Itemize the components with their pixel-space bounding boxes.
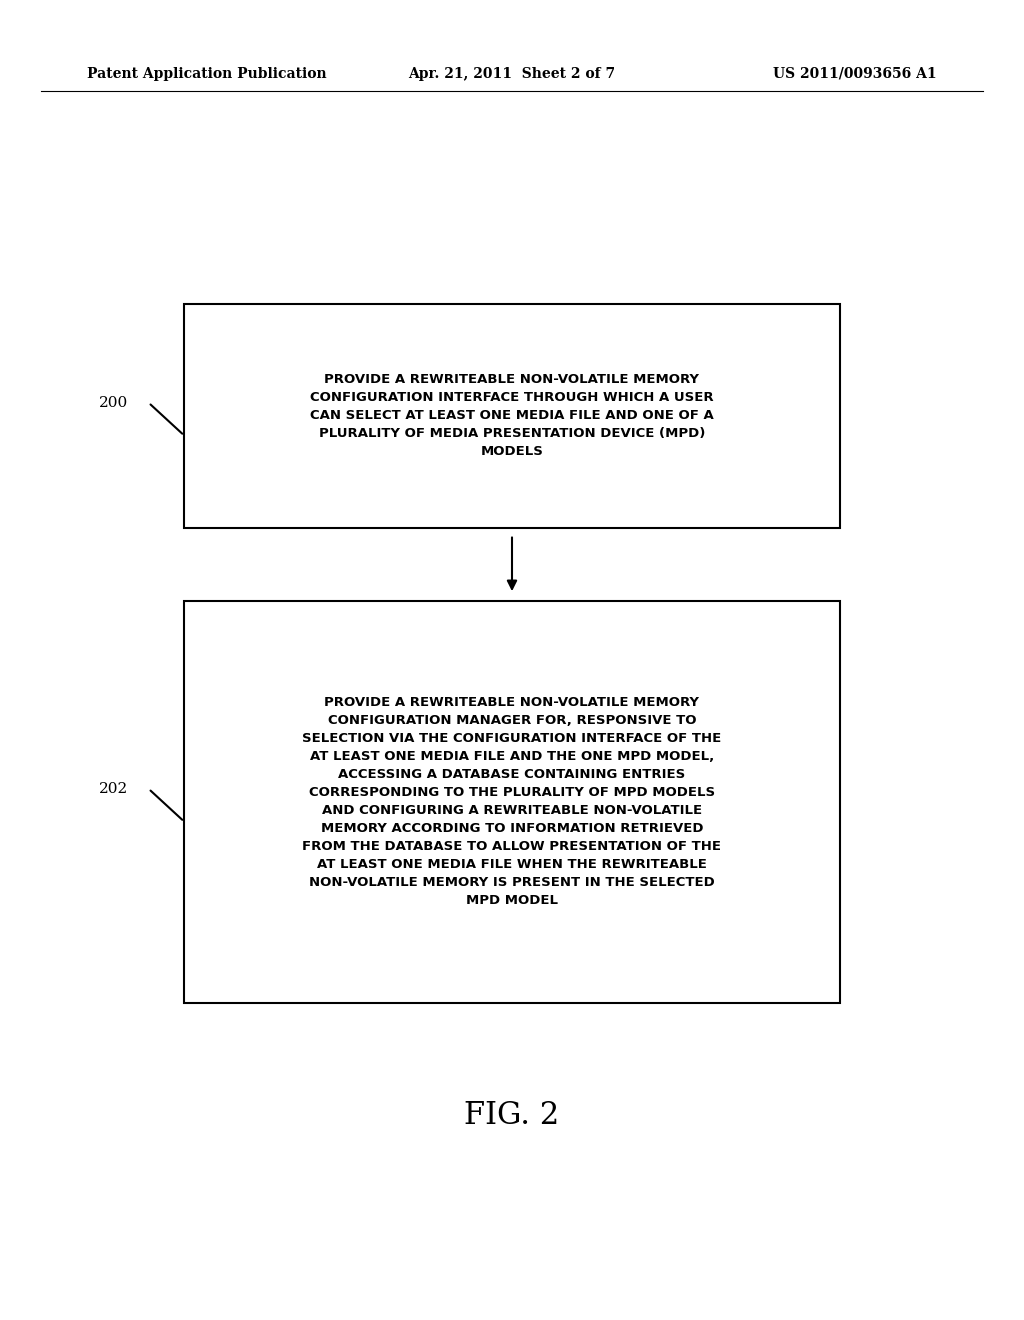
Text: PROVIDE A REWRITEABLE NON-VOLATILE MEMORY
CONFIGURATION MANAGER FOR, RESPONSIVE : PROVIDE A REWRITEABLE NON-VOLATILE MEMOR… [302, 697, 722, 907]
Text: US 2011/0093656 A1: US 2011/0093656 A1 [773, 67, 937, 81]
Text: 202: 202 [98, 781, 128, 796]
Text: FIG. 2: FIG. 2 [464, 1100, 560, 1131]
Text: Patent Application Publication: Patent Application Publication [87, 67, 327, 81]
FancyBboxPatch shape [184, 304, 840, 528]
Text: 200: 200 [98, 396, 128, 409]
Text: PROVIDE A REWRITEABLE NON-VOLATILE MEMORY
CONFIGURATION INTERFACE THROUGH WHICH : PROVIDE A REWRITEABLE NON-VOLATILE MEMOR… [310, 374, 714, 458]
FancyBboxPatch shape [184, 601, 840, 1003]
Text: Apr. 21, 2011  Sheet 2 of 7: Apr. 21, 2011 Sheet 2 of 7 [409, 67, 615, 81]
